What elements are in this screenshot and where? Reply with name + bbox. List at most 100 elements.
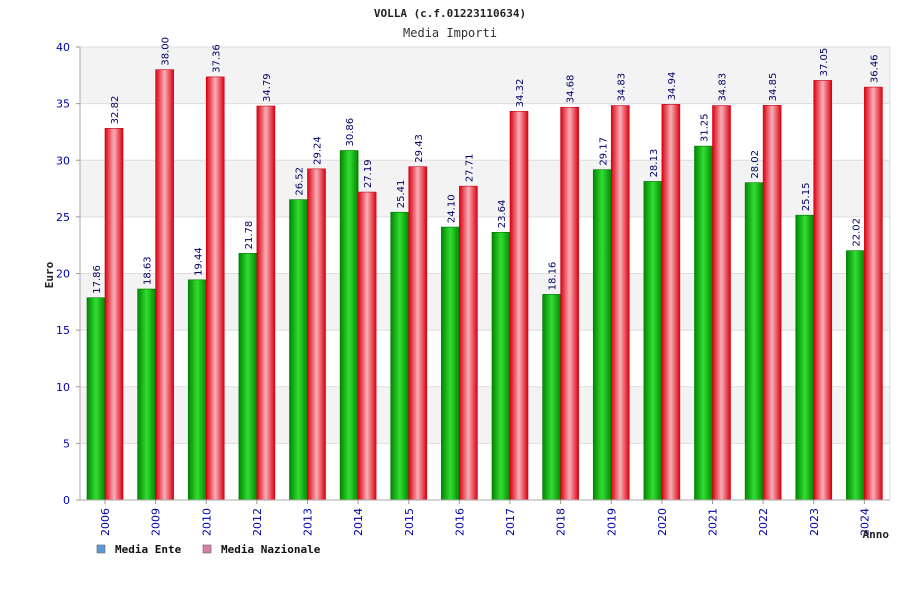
bar-media-ente (694, 145, 713, 501)
x-tick-label: 2013 (302, 508, 315, 536)
legend-swatch (202, 544, 212, 554)
bar-media-ente (744, 182, 764, 501)
bar-value-label: 34.79 (262, 73, 273, 102)
bar-media-ente (137, 288, 156, 501)
bar-value-label: 24.10 (446, 194, 457, 223)
bar-media-ente (86, 297, 106, 501)
x-tick-label: 2024 (858, 508, 871, 536)
bar-value-label: 36.46 (869, 54, 880, 83)
bar-value-label: 34.85 (768, 73, 779, 102)
bar-media-ente (238, 253, 258, 501)
x-tick-label: 2022 (757, 508, 770, 536)
bar-media-ente (592, 169, 612, 501)
x-tick-label: 2014 (352, 508, 365, 536)
bar-media-ente (289, 199, 308, 501)
bar-value-label: 34.68 (566, 75, 577, 104)
bar-value-label: 34.83 (718, 73, 729, 102)
bar-value-label: 18.16 (548, 262, 559, 291)
x-tick-label: 2021 (707, 508, 720, 536)
bar-value-label: 25.15 (801, 183, 812, 212)
axes (79, 47, 891, 501)
bar-value-label: 18.63 (143, 256, 154, 285)
y-tick-label: 20 (56, 268, 70, 281)
bar-media-nazionale (104, 128, 124, 501)
bar-value-label: 27.71 (464, 154, 475, 183)
bar-media-nazionale (813, 80, 833, 501)
bar-value-label: 26.52 (295, 167, 306, 196)
x-tick-label: 2019 (605, 508, 618, 536)
bar-media-nazionale (155, 69, 174, 501)
bar-value-label: 27.19 (363, 159, 374, 188)
bar-value-label: 32.82 (110, 96, 121, 125)
x-tick-label: 2006 (99, 508, 112, 536)
bar-media-nazionale (459, 185, 478, 501)
y-tick-label: 15 (56, 324, 70, 337)
y-axis-label: Euro (43, 261, 56, 288)
bar-media-ente (491, 231, 511, 501)
x-tick-label: 2020 (656, 508, 669, 536)
x-tick-label: 2018 (555, 508, 568, 536)
bar-value-label: 28.13 (649, 149, 660, 178)
bar-media-nazionale (509, 111, 529, 501)
chart-title: VOLLA (c.f.01223110634) (374, 7, 526, 20)
bar-media-nazionale (762, 105, 782, 501)
chart-subtitle: Media Importi (403, 26, 497, 40)
bar-media-ente (795, 214, 815, 501)
bar-value-label: 31.25 (700, 113, 711, 142)
bar-value-label: 29.24 (313, 136, 324, 165)
bar-media-ente (643, 181, 663, 501)
bar-media-ente (187, 279, 207, 501)
bar-media-nazionale (357, 191, 377, 501)
bar-value-label: 38.00 (161, 37, 172, 66)
y-tick-label: 25 (56, 211, 70, 224)
bar-value-label: 21.78 (244, 221, 255, 250)
bar-media-ente (339, 150, 359, 501)
bar-value-label: 29.43 (414, 134, 425, 163)
bar-media-ente (846, 250, 865, 501)
bar-value-label: 22.02 (851, 218, 862, 247)
bar-labels: 17.86 32.82 18.63 38.00 19.44 37.36 21.78 34.79… (92, 37, 880, 294)
y-tick-label: 10 (56, 381, 70, 394)
bar-value-label: 34.83 (616, 73, 627, 102)
bar-media-nazionale (256, 105, 276, 501)
legend: Media Ente Media Nazionale (96, 543, 321, 556)
x-tick-label: 2015 (403, 508, 416, 536)
bar-media-nazionale (307, 168, 326, 501)
x-axis-label: Anno (863, 528, 890, 541)
x-tick-labels: 2006 2009 2010 2012 2013 2014 2015 2016 2017 2018… (99, 500, 871, 536)
bar-media-ente (441, 226, 460, 501)
y-tick-label: 30 (56, 154, 70, 167)
bar-value-label: 25.41 (396, 180, 407, 209)
x-tick-label: 2010 (200, 508, 213, 536)
y-tick-label: 0 (63, 494, 70, 507)
bar-media-nazionale (560, 106, 579, 501)
bar-value-label: 28.02 (750, 150, 761, 179)
x-tick-label: 2016 (453, 508, 466, 536)
y-tick-label: 5 (63, 437, 70, 450)
bar-media-nazionale (712, 105, 731, 501)
bar-value-label: 34.32 (515, 79, 526, 108)
bar-media-nazionale (205, 76, 225, 501)
bar-media-nazionale (408, 166, 428, 501)
bar-value-label: 23.64 (497, 200, 508, 229)
bar-media-nazionale (661, 104, 681, 501)
bar-value-label: 37.05 (819, 48, 830, 77)
bar-value-label: 29.17 (598, 137, 609, 166)
legend-swatch (96, 544, 106, 554)
legend-label: Media Nazionale (221, 543, 321, 556)
x-tick-label: 2012 (251, 508, 264, 536)
x-tick-label: 2023 (808, 508, 821, 536)
bar-media-ente (542, 294, 561, 501)
x-tick-label: 2009 (150, 508, 163, 536)
bar-value-label: 37.36 (211, 44, 222, 73)
bar-value-label: 17.86 (92, 265, 103, 294)
y-tick-label: 40 (56, 41, 70, 54)
bar-media-ente (390, 211, 410, 501)
bar-value-label: 34.94 (667, 72, 678, 101)
x-tick-label: 2017 (504, 508, 517, 536)
bar-value-label: 30.86 (345, 118, 356, 147)
bar-media-nazionale (864, 86, 883, 501)
bar-media-nazionale (610, 105, 630, 501)
y-tick-label: 35 (56, 98, 70, 111)
